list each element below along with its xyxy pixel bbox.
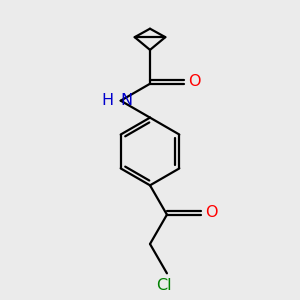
Text: O: O [188, 74, 201, 89]
Text: H: H [101, 93, 113, 108]
Text: Cl: Cl [156, 278, 172, 293]
Text: O: O [205, 206, 218, 220]
Text: N: N [121, 93, 133, 108]
